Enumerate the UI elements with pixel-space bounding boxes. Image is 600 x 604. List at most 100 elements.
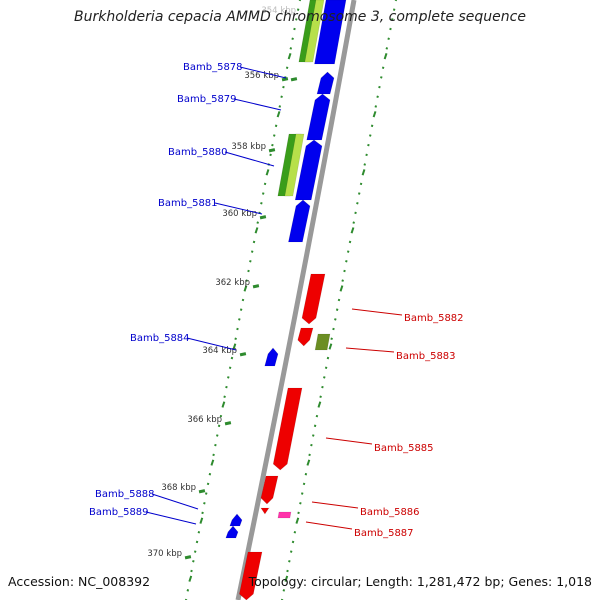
- leader-line: [345, 347, 395, 353]
- gc-dot-outer: [372, 111, 377, 118]
- gc-dot-outer: [323, 376, 326, 379]
- tick-mark: [252, 284, 260, 289]
- leader-line: [214, 202, 263, 215]
- gc-dot-outer: [324, 366, 328, 370]
- gc-dot-outer: [319, 395, 322, 399]
- gc-dot-inner: [239, 308, 243, 311]
- gene-label-bamb-5882: Bamb_5882: [404, 313, 464, 324]
- gene-label-bamb-5889: Bamb_5889: [89, 507, 149, 518]
- leader-line: [145, 511, 197, 525]
- gc-dot-outer: [374, 105, 378, 108]
- gc-dot-outer: [334, 318, 337, 321]
- leader-line: [311, 501, 359, 509]
- tick-mark: [290, 77, 298, 82]
- gc-dot-inner: [186, 589, 190, 592]
- gc-dot-inner: [254, 227, 259, 234]
- gc-dot-outer: [343, 269, 346, 273]
- gc-dot-inner: [215, 434, 219, 437]
- gc-dot-outer: [295, 517, 300, 524]
- gc-dot-inner: [252, 240, 256, 244]
- gc-dot-outer: [352, 221, 355, 224]
- tick-label: 366 kbp: [187, 415, 222, 425]
- gc-dot-outer: [378, 85, 381, 89]
- gc-dot-inner: [241, 298, 245, 302]
- gc-dot-inner: [234, 337, 237, 340]
- gc-dot-outer: [341, 279, 344, 282]
- gc-dot-outer: [376, 95, 379, 99]
- gc-dot-outer: [317, 401, 322, 408]
- green-feature-block: [284, 133, 305, 197]
- pink-feature-block: [277, 511, 292, 519]
- olive-feature-block: [314, 333, 331, 351]
- gc-dot-outer: [389, 27, 392, 31]
- gc-dot-outer: [299, 501, 302, 505]
- gc-dot-inner: [223, 395, 226, 399]
- gc-dot-inner: [276, 111, 281, 118]
- gc-dot-inner: [190, 569, 193, 573]
- gene-label-bamb-5881: Bamb_5881: [158, 198, 218, 209]
- gc-dot-outer: [293, 530, 297, 534]
- gc-dot-outer: [391, 18, 394, 21]
- map-title: Burkholderia cepacia AMMD chromosome 3, …: [74, 9, 526, 25]
- reverse-gene-block: [297, 327, 314, 347]
- gc-dot-outer: [348, 240, 352, 244]
- gc-dot-inner: [278, 105, 282, 108]
- gc-dot-inner: [269, 153, 272, 157]
- gc-dot-outer: [297, 511, 300, 515]
- leader-line: [305, 521, 353, 530]
- gc-dot-inner: [192, 560, 195, 563]
- gc-dot-outer: [380, 76, 383, 79]
- gc-dot-inner: [204, 492, 208, 495]
- gc-dot-inner: [217, 424, 221, 428]
- gc-dot-outer: [311, 434, 315, 437]
- gc-dot-outer: [313, 424, 317, 428]
- gc-dot-inner: [203, 501, 206, 505]
- forward-gene-block: [225, 525, 239, 539]
- gc-dot-outer: [284, 575, 289, 582]
- gc-dot-outer: [368, 134, 372, 137]
- gc-dot-inner: [193, 550, 197, 553]
- gc-dot-outer: [350, 227, 355, 234]
- gc-dot-inner: [247, 269, 250, 273]
- gc-dot-inner: [280, 95, 283, 99]
- leader-line: [239, 66, 287, 79]
- gc-dot-outer: [282, 589, 286, 592]
- gc-dot-inner: [236, 327, 239, 331]
- gc-dot-outer: [335, 308, 339, 311]
- gc-dot-outer: [330, 337, 333, 340]
- tick-label: 364 kbp: [202, 346, 237, 356]
- gc-dot-outer: [291, 540, 295, 544]
- tick-mark: [224, 421, 232, 426]
- gc-dot-outer: [310, 443, 313, 447]
- forward-gene-block: [288, 199, 311, 243]
- gc-dot-inner: [250, 250, 254, 253]
- forward-gene-block: [316, 71, 335, 95]
- gc-dot-outer: [286, 569, 289, 573]
- tick-mark: [281, 77, 289, 82]
- gc-dot-inner: [201, 511, 204, 515]
- gc-dot-outer: [356, 201, 359, 205]
- gc-dot-outer: [345, 260, 348, 263]
- gc-dot-outer: [381, 66, 385, 70]
- gc-dot-inner: [225, 385, 228, 389]
- gc-dot-outer: [308, 453, 311, 457]
- gc-dot-outer: [289, 550, 293, 553]
- gc-dot-outer: [359, 182, 363, 186]
- gc-dot-inner: [272, 134, 276, 137]
- gc-dot-inner: [210, 459, 215, 466]
- tick-label: 368 kbp: [161, 483, 196, 493]
- gc-dot-outer: [394, 0, 399, 2]
- forward-gene-block: [314, 0, 347, 65]
- forward-gene-block: [294, 139, 323, 201]
- gc-dot-outer: [383, 53, 388, 60]
- gene-label-bamb-5880: Bamb_5880: [168, 147, 228, 158]
- gc-dot-outer: [300, 492, 304, 495]
- gene-label-bamb-5883: Bamb_5883: [396, 351, 456, 362]
- accession-text: Accession: NC_008392: [8, 574, 151, 589]
- gc-dot-outer: [365, 153, 368, 157]
- reverse-gene-block: [272, 387, 303, 471]
- tick-label: 362 kbp: [215, 278, 250, 288]
- gc-dot-inner: [249, 260, 252, 263]
- gc-dot-inner: [212, 453, 215, 457]
